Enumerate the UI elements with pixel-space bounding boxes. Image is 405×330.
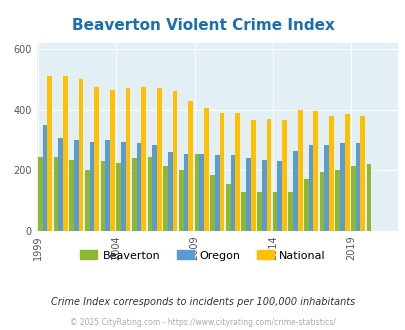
Bar: [245, 158, 250, 231]
Bar: [188, 101, 192, 231]
Bar: [110, 90, 114, 231]
Bar: [58, 139, 63, 231]
Bar: [328, 116, 333, 231]
Bar: [94, 87, 99, 231]
Bar: [366, 164, 371, 231]
Bar: [303, 180, 308, 231]
Bar: [281, 120, 286, 231]
Bar: [350, 166, 355, 231]
Bar: [90, 142, 94, 231]
Bar: [297, 110, 302, 231]
Bar: [141, 87, 146, 231]
Legend: Beaverton, Oregon, National: Beaverton, Oregon, National: [76, 246, 329, 265]
Bar: [53, 157, 58, 231]
Bar: [308, 145, 313, 231]
Text: Beaverton Violent Crime Index: Beaverton Violent Crime Index: [71, 18, 334, 33]
Bar: [230, 155, 234, 231]
Bar: [168, 152, 172, 231]
Bar: [344, 114, 349, 231]
Bar: [292, 150, 297, 231]
Bar: [121, 142, 125, 231]
Bar: [69, 160, 74, 231]
Bar: [261, 160, 266, 231]
Bar: [360, 116, 364, 231]
Bar: [225, 184, 230, 231]
Bar: [116, 163, 121, 231]
Bar: [132, 158, 136, 231]
Bar: [152, 145, 157, 231]
Bar: [125, 88, 130, 231]
Text: Crime Index corresponds to incidents per 100,000 inhabitants: Crime Index corresponds to incidents per…: [51, 297, 354, 307]
Bar: [79, 79, 83, 231]
Bar: [85, 170, 90, 231]
Bar: [313, 111, 318, 231]
Bar: [43, 125, 47, 231]
Bar: [199, 154, 203, 231]
Bar: [163, 166, 168, 231]
Bar: [277, 161, 281, 231]
Bar: [219, 113, 224, 231]
Bar: [256, 191, 261, 231]
Bar: [214, 155, 219, 231]
Bar: [147, 157, 152, 231]
Bar: [183, 154, 188, 231]
Bar: [47, 76, 52, 231]
Bar: [194, 154, 199, 231]
Bar: [105, 140, 110, 231]
Bar: [203, 108, 208, 231]
Bar: [179, 170, 183, 231]
Bar: [63, 76, 68, 231]
Bar: [339, 143, 344, 231]
Bar: [157, 88, 161, 231]
Bar: [100, 161, 105, 231]
Bar: [324, 145, 328, 231]
Bar: [319, 172, 324, 231]
Text: © 2025 CityRating.com - https://www.cityrating.com/crime-statistics/: © 2025 CityRating.com - https://www.city…: [70, 318, 335, 327]
Bar: [250, 120, 255, 231]
Bar: [38, 157, 43, 231]
Bar: [241, 191, 245, 231]
Bar: [288, 191, 292, 231]
Bar: [234, 113, 239, 231]
Bar: [266, 119, 271, 231]
Bar: [335, 170, 339, 231]
Bar: [272, 191, 277, 231]
Bar: [210, 175, 214, 231]
Bar: [74, 140, 79, 231]
Bar: [136, 143, 141, 231]
Bar: [172, 91, 177, 231]
Bar: [355, 143, 360, 231]
